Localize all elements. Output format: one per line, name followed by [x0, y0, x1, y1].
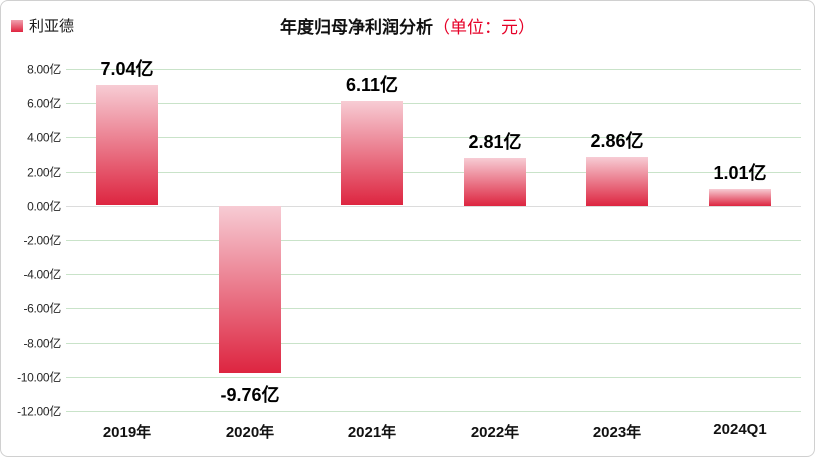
x-axis-label: 2024Q1	[713, 421, 767, 438]
bar-value-label: 7.04亿	[100, 59, 154, 79]
x-axis-label: 2021年	[347, 424, 397, 441]
y-axis-tick-label: -8.00亿	[23, 336, 61, 351]
y-axis-tick-label: 0.00亿	[27, 199, 61, 214]
chart-title-main: 年度归母净利润分析	[280, 18, 433, 37]
chart-title-unit: （单位：元）	[433, 18, 535, 37]
legend-marker-icon	[11, 19, 23, 32]
x-axis-label: 2019年	[102, 424, 152, 441]
y-axis-tick-label: 2.00亿	[27, 165, 61, 180]
y-axis-tick-label: -4.00亿	[23, 267, 61, 282]
bar-value-label: 6.11亿	[345, 75, 399, 95]
bar[interactable]	[709, 189, 771, 206]
gridline	[66, 172, 801, 173]
y-axis-tick-label: -6.00亿	[23, 301, 61, 316]
y-axis-tick-label: 8.00亿	[27, 62, 61, 77]
y-axis-tick-label: -2.00亿	[23, 233, 61, 248]
legend-label: 利亚德	[29, 18, 75, 35]
bar-value-label: 1.01亿	[713, 163, 767, 183]
bar[interactable]	[464, 158, 526, 206]
x-axis-label: 2023年	[592, 424, 642, 441]
gridline	[66, 308, 801, 309]
y-axis-tick-label: 4.00亿	[27, 130, 61, 145]
gridline	[66, 69, 801, 70]
bar[interactable]	[96, 85, 158, 205]
chart-title: 年度归母净利润分析（单位：元）	[1, 13, 814, 38]
gridline	[66, 411, 801, 412]
x-axis-label: 2022年	[470, 424, 520, 441]
legend-item[interactable]: 利亚德	[11, 15, 74, 36]
gridline	[66, 377, 801, 378]
bar[interactable]	[341, 101, 403, 205]
bar[interactable]	[219, 206, 281, 373]
gridline	[66, 343, 801, 344]
gridline	[66, 137, 801, 138]
y-axis-tick-label: 6.00亿	[27, 96, 61, 111]
gridline	[66, 274, 801, 275]
y-axis-tick-label: -10.00亿	[17, 370, 61, 385]
gridline	[66, 103, 801, 104]
zero-gridline	[66, 206, 801, 207]
bar-value-label: 2.81亿	[468, 132, 522, 152]
bar[interactable]	[586, 157, 648, 206]
bar-value-label: -9.76亿	[220, 385, 280, 405]
gridline	[66, 240, 801, 241]
x-axis-label: 2020年	[225, 424, 275, 441]
bar-value-label: 2.86亿	[590, 131, 644, 151]
y-axis-tick-label: -12.00亿	[17, 404, 61, 419]
